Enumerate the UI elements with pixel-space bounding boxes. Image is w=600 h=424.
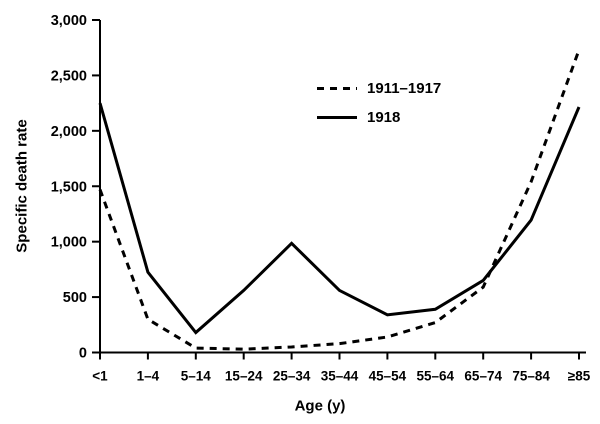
legend: 1911–1917 1918 [317,78,441,127]
series-line-1918 [98,102,581,335]
x-tick-label: 35–44 [321,369,359,384]
y-tick-label: 500 [63,290,87,306]
x-tick-label: 15–24 [225,369,263,384]
legend-label-1918: 1918 [367,108,401,126]
x-tick-label: 5–14 [181,369,212,384]
y-tick-label: 2,500 [51,68,87,84]
legend-item-1911-1917: 1911–1917 [317,78,441,98]
x-tick-label: <1 [92,369,108,384]
legend-item-1918: 1918 [317,107,441,127]
x-tick-label: 45–54 [369,369,407,384]
y-tick-label: 2,000 [51,124,87,140]
legend-solid-line-icon [317,115,357,119]
x-tick-label: 75–84 [512,369,550,384]
x-tick-label: 25–34 [273,369,311,384]
legend-dashed-line-icon [317,86,357,90]
y-tick-label: 1,000 [51,235,87,251]
y-tick-label: 3,000 [51,13,87,29]
x-tick-label: ≥85 [568,369,591,384]
x-axis-title: Age (y) [294,397,346,415]
series-line-1911-1917 [98,49,581,351]
y-tick-label: 1,500 [51,179,87,195]
x-tick-label: 55–64 [417,369,455,384]
x-tick-label: 1–4 [137,369,160,384]
y-axis-title: Specific death rate [13,119,31,253]
x-tick-label: 65–74 [464,369,502,384]
y-tick-label: 0 [79,346,87,362]
legend-label-1911-1917: 1911–1917 [367,79,442,97]
